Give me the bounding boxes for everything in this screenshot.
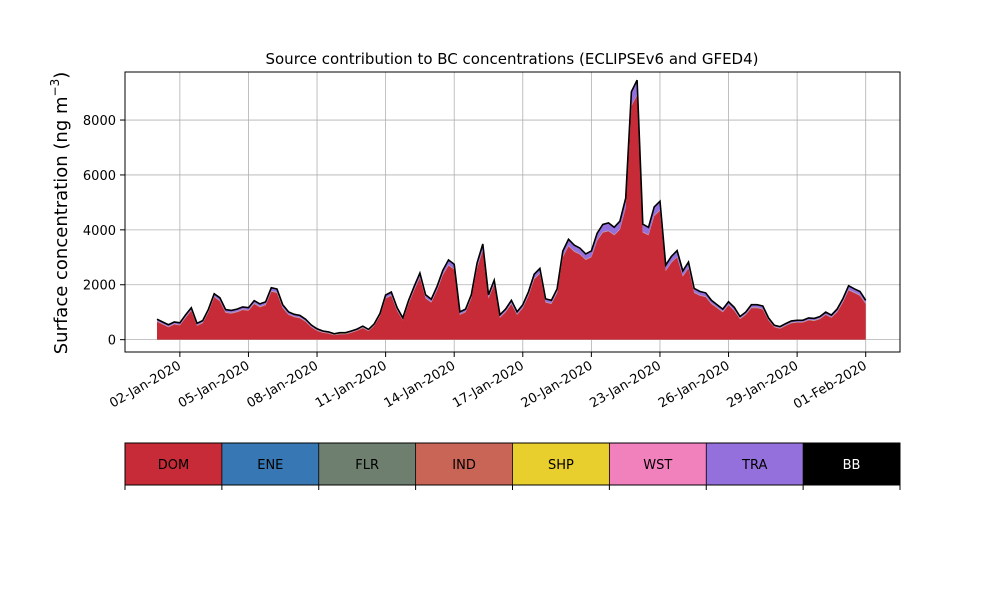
y-axis-label-close: ) — [51, 72, 72, 79]
y-tick-label-1: 2000 — [83, 279, 116, 294]
legend-label-tra: TRA — [741, 458, 767, 473]
y-axis-label: Surface concentration (ng m−3) — [48, 72, 72, 355]
area-dom — [157, 95, 866, 340]
legend-label-shp: SHP — [548, 458, 574, 473]
y-tick-label-4: 8000 — [83, 114, 116, 129]
legend-label-wst: WST — [643, 458, 672, 473]
y-axis-label-exponent: −3 — [48, 79, 62, 97]
legend-swatch-ene — [221, 443, 319, 485]
legend-swatch-wst — [609, 443, 707, 485]
legend-label-ind: IND — [452, 458, 476, 473]
legend-swatch-dom — [125, 443, 222, 485]
y-axis-label-text: Surface concentration (ng m — [51, 96, 72, 354]
y-tick-label-0: 0 — [108, 334, 116, 349]
legend-swatch-bb — [803, 443, 900, 485]
legend-label-dom: DOM — [158, 458, 189, 473]
chart-title: Source contribution to BC concentrations… — [265, 50, 758, 68]
plot-frame — [124, 71, 901, 353]
total-outline — [156, 79, 867, 335]
y-tick-label-3: 6000 — [83, 169, 116, 184]
legend-swatch-tra — [706, 443, 804, 485]
legend: DOM ENE FLR IND SHP WST TRA BB — [124, 442, 901, 490]
stacked-area-layer — [156, 79, 867, 340]
legend-swatch-ind — [415, 443, 513, 485]
y-tick-label-2: 4000 — [83, 224, 116, 239]
legend-swatch-shp — [512, 443, 610, 485]
legend-label-ene: ENE — [257, 458, 283, 473]
legend-frame — [124, 442, 901, 486]
legend-swatch-flr — [318, 443, 416, 485]
grid-layer — [125, 72, 900, 352]
legend-label-flr: FLR — [355, 458, 379, 473]
legend-label-bb: BB — [843, 458, 861, 473]
